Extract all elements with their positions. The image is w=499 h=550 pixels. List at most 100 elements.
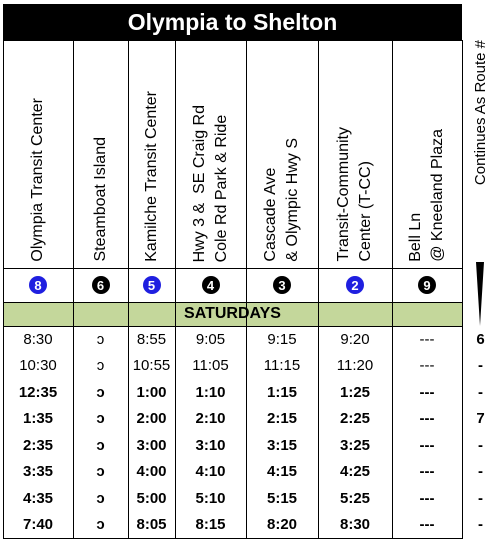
stop-name-line: Steamboat Island xyxy=(91,137,109,262)
time-cell: 1:15 xyxy=(266,383,298,401)
column-border xyxy=(246,40,247,538)
continues-route: 6 xyxy=(476,330,485,348)
stop-header: Cascade Ave & Olympic Hwy S xyxy=(246,40,318,268)
time-cell: 7:40 xyxy=(22,516,54,533)
time-cell: --- xyxy=(419,463,435,480)
stop-name: Steamboat Island xyxy=(90,137,112,262)
route-icon-cell: 9 xyxy=(392,268,462,302)
stop-name-line: Transit-Community xyxy=(335,127,352,262)
time-cell: 11:05 xyxy=(192,357,229,374)
route-icon: 2 xyxy=(346,276,364,294)
stop-header: Olympia Transit Center xyxy=(3,40,73,268)
day-band: SATURDAYS xyxy=(3,302,462,326)
time-cell: 1:35 xyxy=(22,410,54,427)
time-cell: ɔ xyxy=(96,357,105,374)
stop-name-line: Cascade Ave xyxy=(262,168,279,262)
time-cell: 8:30 xyxy=(23,330,53,348)
stop-name-line: Olympia Transit Center xyxy=(29,98,46,262)
continues-route: - xyxy=(478,357,483,374)
time-cell: --- xyxy=(419,489,435,507)
stop-name: Olympia Transit Center xyxy=(27,98,49,262)
time-cell: 8:20 xyxy=(266,516,298,533)
time-cell: ɔ xyxy=(96,410,105,427)
time-cell: 2:35 xyxy=(22,436,54,454)
time-cell: 5:25 xyxy=(339,489,371,507)
time-cell: 3:15 xyxy=(266,436,298,454)
time-cell: 4:25 xyxy=(339,463,371,480)
time-cell: 8:15 xyxy=(195,516,226,533)
time-cell: 10:55 xyxy=(132,357,171,374)
column-border xyxy=(318,40,319,538)
time-cell: 1:25 xyxy=(339,383,371,401)
time-cell: --- xyxy=(419,330,435,348)
continues-label: Continues As Route # xyxy=(471,40,489,186)
time-cell: 4:00 xyxy=(136,463,167,480)
time-cell: 5:10 xyxy=(195,489,226,507)
route-icon: 8 xyxy=(29,276,47,294)
time-cell: 8:05 xyxy=(136,516,167,533)
row-border xyxy=(3,268,463,269)
continues-header: Continues As Route # xyxy=(462,40,499,260)
stop-name: Transit-Community Center (T-CC) xyxy=(333,127,377,262)
route-icon-cell: 8 xyxy=(3,268,73,302)
stop-header: Bell Ln @ Kneeland Plaza xyxy=(392,40,462,268)
time-cell: 9:15 xyxy=(267,330,297,348)
column-border xyxy=(462,40,463,538)
time-cell: --- xyxy=(419,516,435,533)
time-cell: --- xyxy=(419,383,435,401)
time-cell: 1:00 xyxy=(136,383,167,401)
time-cell: 9:05 xyxy=(195,330,226,348)
time-cell: 10:30 xyxy=(19,357,57,374)
time-cell: 9:20 xyxy=(340,330,370,348)
stop-name-line: @ Kneeland Plaza xyxy=(429,129,446,262)
time-cell: 8:55 xyxy=(136,330,167,348)
route-icon: 3 xyxy=(273,276,291,294)
row-border xyxy=(3,326,463,327)
time-cell: 1:10 xyxy=(195,383,226,401)
stop-header: Kamilche Transit Center xyxy=(128,40,175,268)
route-icon-cell: 5 xyxy=(128,268,175,302)
time-cell: ɔ xyxy=(96,463,105,480)
stop-name-line: Center (T-CC) xyxy=(357,161,374,262)
continues-route: - xyxy=(478,516,483,533)
route-icon: 4 xyxy=(201,276,220,294)
time-cell: ɔ xyxy=(96,516,105,533)
stop-name-line: Bell Ln xyxy=(407,213,424,262)
stop-header: Hwy 3 & SE Craig Rd Cole Rd Park & Ride xyxy=(175,40,246,268)
route-icon: 9 xyxy=(418,276,436,294)
column-border xyxy=(392,40,393,538)
column-border xyxy=(73,40,74,538)
time-cell: 11:20 xyxy=(336,357,374,374)
stop-name: Kamilche Transit Center xyxy=(141,91,163,262)
stop-name: Hwy 3 & SE Craig Rd Cole Rd Park & Ride xyxy=(189,105,233,262)
stop-name: Cascade Ave & Olympic Hwy S xyxy=(260,138,304,262)
stop-name-line: Cole Rd Park & Ride xyxy=(212,114,230,262)
time-cell: ɔ xyxy=(96,436,105,454)
continues-route: 7 xyxy=(476,410,485,427)
row-border xyxy=(3,538,463,539)
time-cell: 4:15 xyxy=(266,463,298,480)
time-cell: 4:10 xyxy=(195,463,226,480)
time-cell: ɔ xyxy=(96,330,105,348)
route-icon: 5 xyxy=(142,276,161,294)
time-cell: ɔ xyxy=(96,383,105,401)
time-cell: 3:25 xyxy=(339,436,371,454)
time-cell: 2:10 xyxy=(195,410,226,427)
time-cell: 12:35 xyxy=(18,383,58,401)
stop-header: Steamboat Island xyxy=(73,40,128,268)
time-cell: --- xyxy=(419,436,435,454)
time-cell: ɔ xyxy=(96,489,105,507)
time-cell: 3:10 xyxy=(195,436,226,454)
time-cell: 3:00 xyxy=(136,436,167,454)
column-border xyxy=(3,40,4,538)
time-cell: 5:00 xyxy=(136,489,167,507)
time-cell: 11:15 xyxy=(263,357,301,374)
time-cell: --- xyxy=(419,410,435,427)
stop-name: Bell Ln @ Kneeland Plaza xyxy=(405,129,449,262)
continues-route: - xyxy=(478,436,483,454)
time-cell: 2:25 xyxy=(339,410,371,427)
time-cell: 3:35 xyxy=(22,463,54,480)
stop-name-line: Kamilche Transit Center xyxy=(142,91,160,262)
route-icon-cell: 6 xyxy=(73,268,128,302)
